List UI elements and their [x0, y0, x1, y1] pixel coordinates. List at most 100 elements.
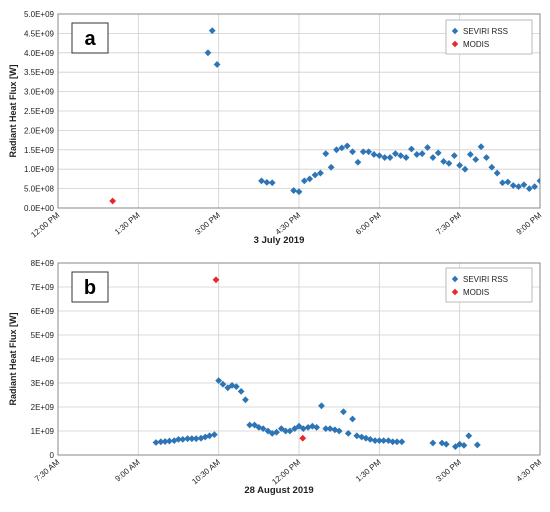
legend-marker-modis — [451, 40, 459, 48]
seviri-point — [208, 27, 216, 35]
modis-point — [109, 197, 117, 205]
seviri-point — [338, 144, 346, 152]
panel-label-box — [71, 271, 109, 303]
seviri-point — [333, 146, 340, 154]
panel-label-box — [71, 22, 109, 54]
legend-marker-seviri — [451, 275, 459, 283]
seviri-point — [375, 152, 383, 160]
seviri-point — [366, 436, 374, 443]
seviri-point — [343, 142, 351, 150]
x-tick-label: 3:00 PM — [434, 457, 463, 483]
x-tick-label: 12:00 PM — [29, 210, 61, 239]
seviri-point — [381, 154, 389, 161]
seviri-point — [359, 148, 367, 156]
seviri-point — [461, 165, 469, 173]
legend-marker-seviri — [451, 27, 459, 35]
seviri-point — [493, 169, 501, 177]
seviri-point — [311, 171, 319, 179]
seviri-point — [349, 415, 356, 423]
seviri-point — [335, 427, 343, 435]
y-tick-label: 3.0E+09 — [24, 88, 55, 97]
seviri-point — [237, 388, 245, 395]
seviri-point — [371, 437, 379, 444]
seviri-point — [165, 437, 173, 445]
seviri-point — [258, 177, 265, 185]
y-tick-label: 0.0E+00 — [24, 204, 55, 213]
seviri-point — [440, 158, 447, 165]
seviri-point — [242, 396, 249, 404]
seviri-point — [466, 151, 474, 158]
chart-panel-b: 0 1E+09 2E+09 3E+09 4E+09 5E+09 6E+09 7E+09 8E+0… — [8, 259, 544, 496]
seviri-point — [434, 149, 442, 157]
seviri-point — [402, 154, 410, 161]
seviri-point — [152, 439, 160, 446]
seviri-point — [393, 438, 401, 446]
seviri-point — [389, 438, 397, 446]
legend-label: MODIS — [463, 288, 489, 297]
x-tick-label: 9:00 PM — [515, 210, 544, 236]
seviri-point — [483, 154, 490, 161]
seviri-point — [251, 421, 258, 429]
data-points — [152, 276, 481, 450]
seviri-point — [392, 150, 399, 158]
seviri-point — [327, 163, 335, 171]
seviri-point — [465, 432, 473, 440]
seviri-point — [213, 61, 221, 68]
legend-label: MODIS — [463, 40, 489, 49]
seviri-point — [473, 441, 481, 449]
legend: SEVIRI RSS MODIS — [445, 19, 533, 55]
seviri-point — [353, 432, 361, 440]
seviri-point — [313, 424, 321, 431]
x-tick-label: 1:30 PM — [354, 457, 383, 483]
legend-box — [445, 267, 533, 303]
seviri-point — [442, 440, 450, 448]
seviri-point — [504, 178, 512, 186]
seviri-point — [318, 402, 325, 410]
seviri-point — [531, 183, 539, 191]
y-tick-label: 3.5E+09 — [24, 68, 55, 77]
seviri-point — [179, 436, 187, 443]
seviri-point — [509, 182, 517, 189]
y-tick-label: 5.0E+09 — [24, 10, 55, 19]
seviri-point — [488, 163, 496, 171]
y-tick-label: 2.0E+09 — [24, 126, 55, 135]
seviri-point — [472, 156, 480, 163]
seviri-point — [263, 178, 271, 186]
seviri-point — [386, 154, 394, 161]
x-tick-label: 3:00 PM — [193, 210, 222, 236]
x-tick-label: 1:30 PM — [113, 210, 142, 236]
seviri-point — [536, 177, 540, 185]
seviri-point — [520, 181, 528, 189]
legend-box — [445, 19, 533, 55]
y-axis-title: Radiant Heat Flux [W] — [8, 312, 18, 405]
seviri-point — [192, 435, 200, 443]
y-tick-label: 3E+09 — [31, 379, 55, 388]
seviri-point — [286, 427, 294, 435]
plot-frame — [57, 13, 541, 209]
y-tick-label: 1.5E+09 — [24, 146, 55, 155]
y-tick-label: 4.5E+09 — [24, 29, 55, 38]
modis-point — [212, 276, 220, 284]
y-tick-label: 5E+09 — [31, 331, 55, 340]
x-tick-label: 10:30 AM — [190, 457, 222, 486]
seviri-point — [175, 436, 182, 443]
y-tick-label: 5.0E+08 — [24, 185, 55, 194]
legend-label: SEVIRI RSS — [463, 27, 508, 36]
panel-label: a — [84, 28, 96, 50]
seviri-point — [370, 151, 378, 158]
seviri-point — [322, 425, 330, 432]
seviri-point — [418, 150, 426, 158]
y-tick-label: 1E+09 — [31, 427, 55, 436]
y-tick-label: 8E+09 — [31, 259, 55, 268]
legend-marker-modis — [451, 288, 459, 296]
seviri-point — [295, 188, 303, 196]
seviri-point — [215, 377, 223, 384]
seviri-point — [340, 408, 347, 416]
seviri-point — [424, 144, 431, 151]
seviri-point — [326, 425, 334, 432]
seviri-point — [380, 437, 388, 444]
seviri-point — [515, 183, 522, 191]
data-points — [109, 27, 540, 205]
seviri-point — [268, 179, 276, 187]
